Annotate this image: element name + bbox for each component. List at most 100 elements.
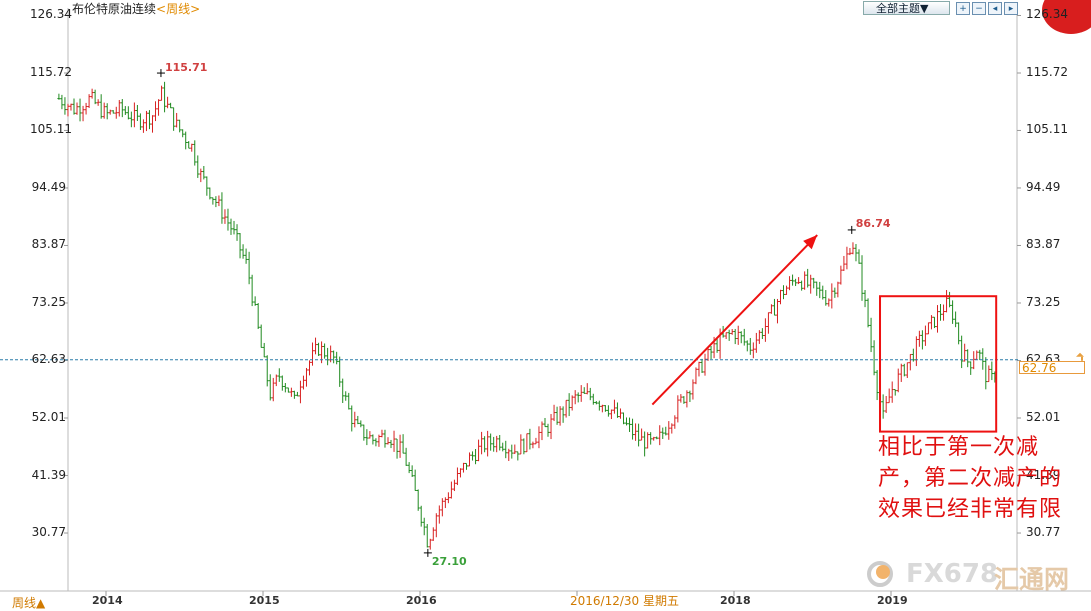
candle (368, 431, 372, 439)
candle (745, 340, 749, 352)
step-left-icon[interactable]: ◂ (988, 2, 1002, 15)
candle (857, 249, 861, 264)
candle (984, 357, 988, 390)
chart-title: 布伦特原油连续<周线> (72, 0, 200, 17)
candle (908, 353, 912, 371)
candle (253, 296, 257, 306)
candle (75, 102, 79, 115)
candle (869, 317, 873, 353)
candle (643, 431, 647, 457)
candle (181, 129, 185, 138)
candle (688, 390, 692, 403)
candle (978, 349, 982, 361)
candle (594, 401, 598, 405)
candle (649, 432, 653, 445)
period-label: <周线> (156, 2, 201, 16)
candle (531, 441, 535, 449)
candle (782, 285, 786, 300)
candle (902, 363, 906, 377)
candle (576, 392, 580, 403)
candle (637, 423, 641, 447)
candle (72, 98, 76, 115)
candle (975, 350, 979, 360)
candle (374, 438, 378, 447)
y-tick-label-left: 94.49 (31, 179, 66, 194)
candle (235, 224, 239, 241)
y-tick-label-left: 115.72 (30, 65, 72, 79)
theme-dropdown[interactable]: 全部主题▼ (863, 1, 950, 15)
candle (446, 492, 450, 504)
step-right-icon[interactable]: ▸ (1004, 2, 1018, 15)
instrument-name: 布伦特原油连续 (72, 2, 157, 16)
candle (670, 423, 674, 434)
candle (69, 103, 73, 111)
candle (132, 102, 136, 128)
candle (567, 393, 571, 417)
candle (283, 382, 287, 393)
candle (332, 350, 336, 364)
candle (265, 355, 269, 387)
candle (492, 436, 496, 452)
candle (232, 220, 236, 235)
candle (386, 437, 390, 445)
candle (335, 351, 339, 365)
candle (449, 481, 453, 499)
watermark-logo-dot (876, 565, 890, 579)
candle (664, 426, 668, 436)
zoom-in-icon[interactable]: + (956, 2, 970, 15)
y-tick-label-right: 115.72 (1026, 65, 1068, 79)
candle (262, 342, 266, 358)
candle (440, 498, 444, 517)
candle (377, 434, 381, 447)
candle (818, 281, 822, 299)
candle (196, 155, 200, 178)
candle (742, 328, 746, 346)
candle (615, 402, 619, 418)
candle (791, 274, 795, 286)
candle (570, 395, 574, 411)
candle (612, 399, 616, 414)
y-tick-label-right: 52.01 (1026, 410, 1061, 424)
candle (84, 102, 88, 115)
candle (398, 434, 402, 458)
x-tick-label: 2018 (720, 594, 751, 607)
candle (911, 348, 915, 362)
candle (135, 104, 139, 122)
candle (634, 423, 638, 441)
candle (800, 280, 804, 291)
candle (658, 425, 662, 446)
candle (401, 434, 405, 454)
candle (600, 404, 604, 413)
candle (537, 426, 541, 449)
y-tick-label-right: 30.77 (1026, 525, 1061, 540)
candle (277, 368, 281, 382)
candle (821, 285, 825, 300)
period-toggle[interactable]: 周线▲ (12, 596, 46, 610)
candle (534, 437, 538, 445)
candle (863, 289, 867, 308)
candle (597, 400, 601, 411)
candle (603, 405, 607, 412)
candle (311, 342, 315, 366)
candle (431, 527, 435, 541)
candle (963, 343, 967, 362)
candle (223, 209, 227, 224)
candle (256, 303, 260, 330)
candle (754, 332, 758, 353)
candle (389, 439, 393, 449)
y-tick-label-right: 41.39 (1026, 467, 1061, 482)
candle (504, 440, 508, 459)
candle (229, 218, 233, 235)
candle (715, 337, 719, 353)
zoom-out-icon[interactable]: − (972, 2, 986, 15)
candle (356, 415, 360, 425)
candle (691, 379, 695, 400)
candle (507, 448, 511, 461)
candle (736, 325, 740, 345)
candle (760, 328, 764, 340)
candle (410, 465, 414, 477)
candle (917, 330, 921, 347)
candle (489, 433, 493, 451)
candle (247, 251, 251, 285)
